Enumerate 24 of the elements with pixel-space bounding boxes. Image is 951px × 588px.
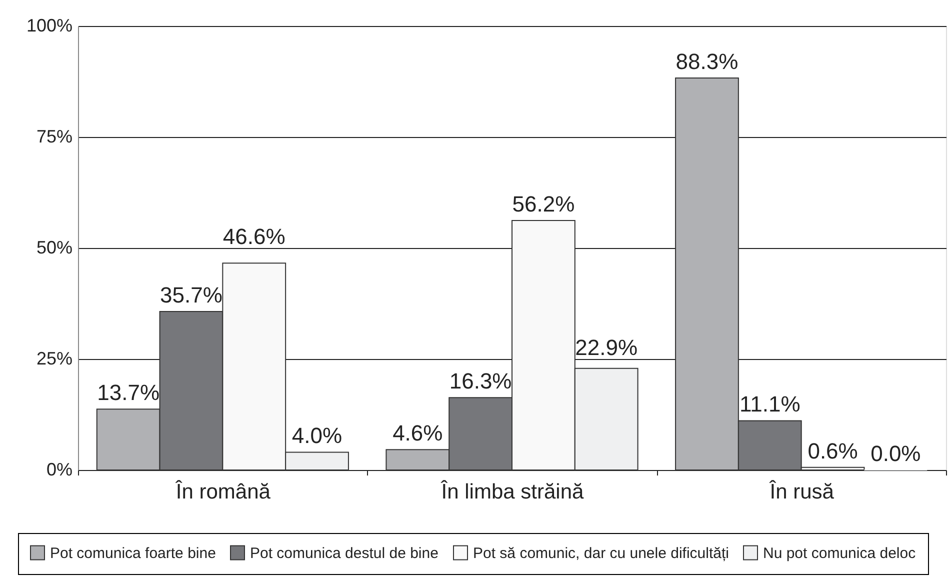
data-label: 11.1%: [740, 392, 800, 417]
legend-label: Pot comunica destul de bine: [250, 544, 438, 562]
y-tick-label: 100%: [26, 16, 72, 36]
data-label: 88.3%: [676, 48, 738, 74]
data-label: 4.0%: [292, 423, 342, 448]
legend-label: Pot să comunic, dar cu unele dificultăți: [473, 544, 729, 562]
x-tick-label: În limba străină: [440, 480, 584, 504]
x-tick-label: În rusă: [768, 480, 834, 504]
data-label: 46.6%: [222, 224, 286, 249]
x-tick-label: În română: [174, 480, 271, 504]
y-tick-label: 25%: [36, 348, 72, 368]
y-tick-label: 50%: [36, 238, 72, 258]
y-tick-label: 75%: [36, 126, 72, 146]
data-label: 4.6%: [392, 420, 443, 446]
legend-label: Nu pot comunica deloc: [763, 544, 916, 562]
data-label: 35.7%: [160, 282, 222, 308]
data-label: 22.9%: [575, 335, 638, 360]
legend-label: Pot comunica foarte bine: [50, 544, 216, 562]
y-tick-label: 0%: [46, 460, 72, 480]
data-label: 16.3%: [449, 368, 512, 394]
data-label: 0.0%: [870, 441, 921, 466]
data-label: 0.6%: [808, 438, 858, 464]
data-label: 13.7%: [97, 380, 160, 406]
data-label: 56.2%: [512, 191, 575, 216]
